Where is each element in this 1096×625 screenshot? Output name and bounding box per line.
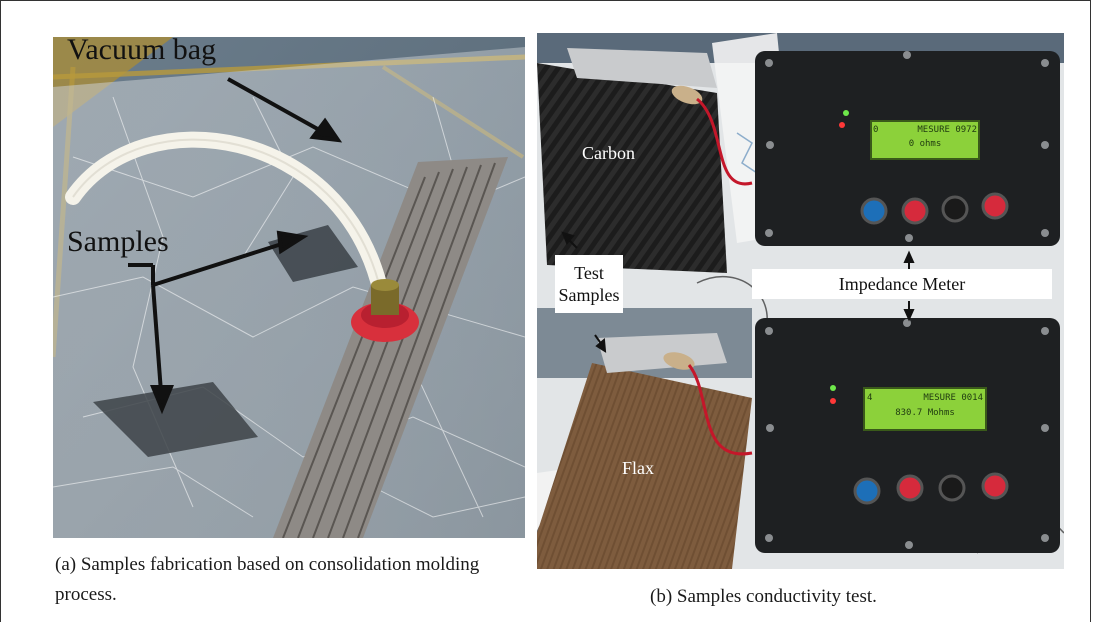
lcd-bottom: 4 MESURE 0014 830.7 Mohms [867, 391, 983, 421]
lcd-top-value: 0 ohms [908, 139, 942, 149]
label-vacuum-bag: Vacuum bag [67, 37, 217, 66]
lcd-bottom-reading-label: MESURE 0014 [923, 393, 983, 403]
vacuum-bag-illustration [53, 37, 525, 538]
lcd-bottom-value: 830.7 Mohms [895, 408, 955, 418]
label-impedance-meter: Impedance Meter [752, 269, 1052, 299]
photo-conductivity-test: 0 MESURE 0972 0 ohms 4 MESURE 0014 830.7… [537, 33, 1064, 569]
conductivity-test-illustration [537, 33, 1064, 569]
caption-panel-a: (a) Samples fabrication based on consoli… [55, 554, 480, 605]
photo-vacuum-bag: Vacuum bag Samples [53, 37, 525, 538]
lcd-top: 0 MESURE 0972 0 ohms [873, 123, 977, 151]
lcd-top-channel: 0 [873, 125, 879, 135]
label-flax: Flax [622, 458, 655, 478]
caption-panel-b: (b) Samples conductivity test. [650, 586, 877, 607]
label-carbon: Carbon [582, 143, 635, 163]
lcd-top-reading-label: MESURE 0972 [917, 125, 977, 135]
label-samples: Samples [67, 225, 169, 258]
lcd-bottom-channel: 4 [867, 393, 873, 403]
label-test-samples: Test Samples [555, 255, 623, 313]
